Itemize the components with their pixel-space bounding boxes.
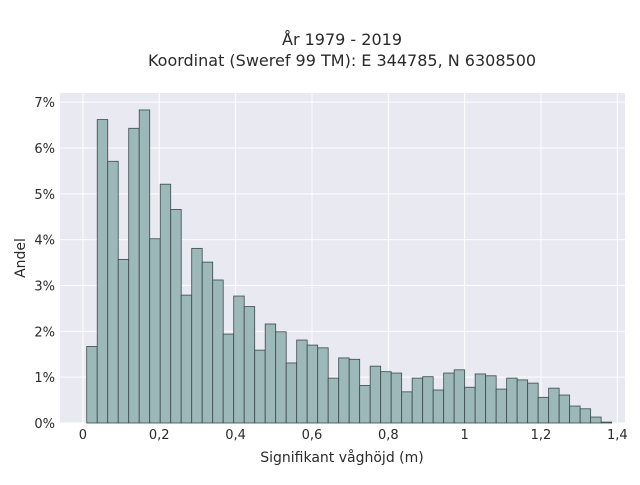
- histogram-bar: [233, 295, 245, 424]
- chart-title-line1: År 1979 - 2019: [282, 30, 402, 49]
- y-axis-label: Andel: [13, 238, 29, 278]
- histogram-bar: [485, 375, 497, 424]
- x-tick-label: 1,2: [531, 428, 552, 443]
- histogram-bar: [390, 372, 403, 424]
- x-tick-label: 0,6: [302, 428, 323, 443]
- histogram-bar: [569, 405, 581, 424]
- histogram-bar: [369, 365, 382, 424]
- histogram-bar: [222, 333, 235, 424]
- histogram-bar: [464, 386, 476, 424]
- y-axis-ticks: 0% 1% 2% 3% 4% 5% 6% 7%: [34, 96, 55, 432]
- x-tick-label: 1,4: [607, 428, 628, 443]
- histogram-bar: [128, 127, 140, 424]
- y-tick-label: 2%: [34, 325, 55, 340]
- histogram-bar: [254, 349, 266, 424]
- histogram-bar: [527, 382, 539, 424]
- histogram-bar: [170, 209, 182, 424]
- histogram-bar: [180, 294, 193, 424]
- histogram-bar: [149, 238, 161, 424]
- x-axis-ticks: 0 0,2 0,4 0,6 0,8 1 1,2 1,4: [79, 428, 628, 443]
- x-tick-label: 0,8: [378, 428, 399, 443]
- x-tick-label: 0: [79, 428, 87, 443]
- histogram-bar: [338, 357, 350, 424]
- histogram-bar: [306, 344, 319, 424]
- histogram-bar: [516, 379, 529, 424]
- x-tick-label: 0,2: [149, 428, 170, 443]
- x-tick-label: 1: [461, 428, 469, 443]
- histogram-bar: [432, 389, 445, 424]
- histogram-bar: [296, 339, 308, 424]
- histogram-bar: [107, 160, 119, 424]
- y-tick-label: 7%: [34, 96, 55, 111]
- histogram-bar: [590, 416, 602, 424]
- histogram-bar: [506, 377, 518, 424]
- histogram-bar: [453, 369, 466, 424]
- chart-title-line2: Koordinat (Sweref 99 TM): E 344785, N 63…: [148, 51, 536, 70]
- histogram-bar: [243, 306, 256, 424]
- histogram-bar: [443, 372, 455, 424]
- histogram-bar: [579, 408, 592, 424]
- histogram-bars: [86, 109, 613, 424]
- histogram-bar: [380, 371, 392, 424]
- histogram-bar: [359, 385, 371, 424]
- histogram-bar: [558, 394, 571, 424]
- histogram-bar: [264, 323, 277, 424]
- histogram-bar: [285, 362, 298, 424]
- histogram-bar: [600, 421, 613, 424]
- x-axis-label: Signifikant våghöjd (m): [260, 449, 423, 466]
- y-tick-label: 4%: [34, 234, 55, 249]
- histogram-bar: [474, 373, 487, 424]
- histogram-bar: [548, 387, 560, 424]
- histogram-bar: [201, 261, 214, 424]
- histogram-bar: [275, 331, 287, 424]
- y-tick-label: 1%: [34, 371, 55, 386]
- histogram-bar: [159, 183, 172, 424]
- histogram-bar: [191, 247, 203, 424]
- histogram-bar: [117, 258, 130, 424]
- histogram-bar: [411, 377, 424, 424]
- histogram-bar: [138, 109, 151, 424]
- histogram-bar: [495, 388, 508, 424]
- y-tick-label: 5%: [34, 188, 55, 203]
- histogram-bar: [422, 376, 434, 424]
- histogram-bar: [327, 377, 340, 424]
- histogram-bar: [401, 391, 413, 424]
- histogram-bar: [212, 279, 224, 424]
- histogram-bar: [537, 396, 550, 424]
- x-tick-label: 0,4: [225, 428, 246, 443]
- histogram-bar: [86, 346, 98, 424]
- y-tick-label: 0%: [34, 417, 55, 432]
- histogram-bar: [317, 347, 329, 424]
- histogram-bar: [348, 358, 361, 424]
- histogram-bar: [96, 119, 109, 424]
- y-tick-label: 3%: [34, 280, 55, 295]
- y-tick-label: 6%: [34, 142, 55, 157]
